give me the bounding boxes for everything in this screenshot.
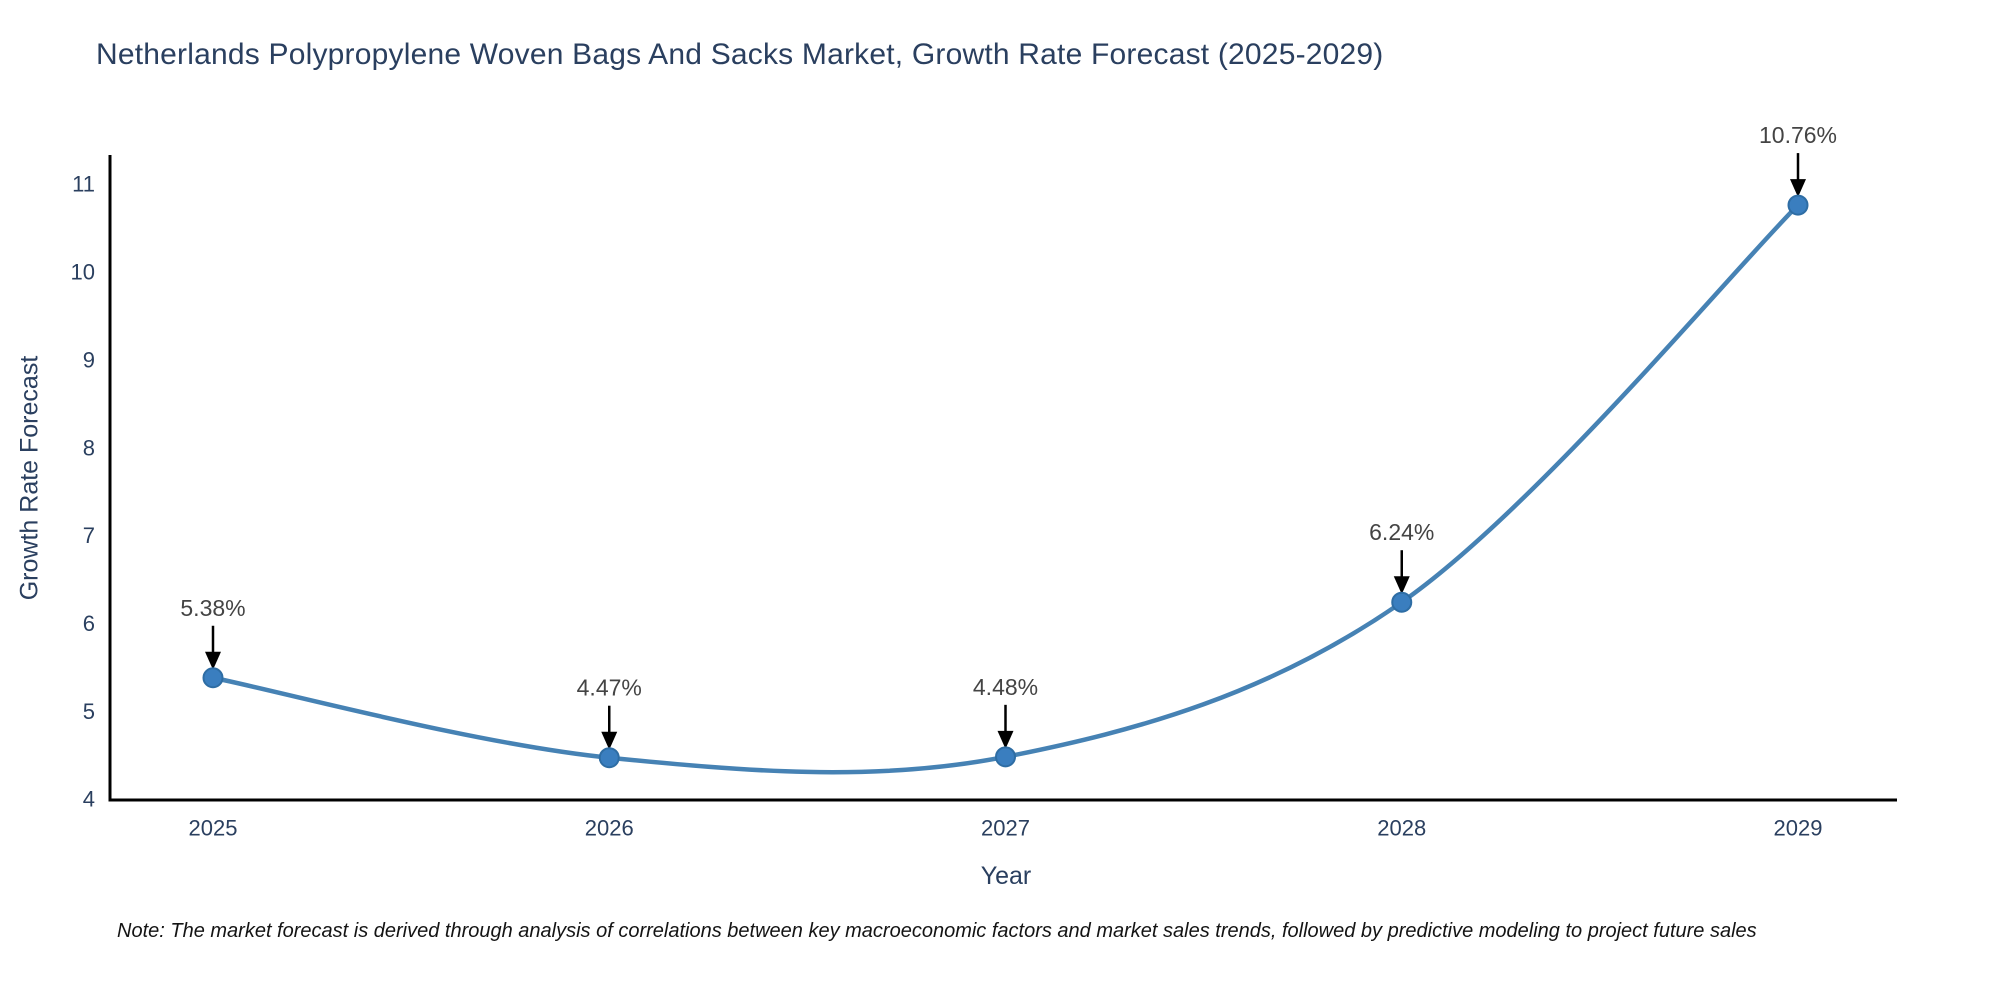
annotation-arrowhead — [1393, 576, 1410, 595]
data-point[interactable] — [995, 746, 1016, 768]
footnote: Note: The market forecast is derived thr… — [117, 920, 1757, 942]
annotation-arrowhead — [601, 731, 618, 750]
annotation-arrowhead — [997, 730, 1014, 749]
data-point[interactable] — [1391, 591, 1413, 613]
y-tick-label: 11 — [72, 172, 95, 197]
y-tick-label: 4 — [83, 787, 95, 812]
data-point[interactable] — [202, 667, 224, 689]
x-tick-label: 2026 — [585, 816, 634, 841]
trend-line — [210, 202, 1801, 775]
y-tick-label: 6 — [83, 611, 95, 636]
annotation-arrowhead — [1790, 179, 1806, 198]
chart-title: Netherlands Polypropylene Woven Bags And… — [96, 38, 1384, 71]
y-tick-label: 7 — [83, 523, 95, 548]
x-tick-label: 2029 — [1774, 816, 1823, 841]
data-point-label: 5.38% — [180, 595, 245, 621]
y-axis-title: Growth Rate Forecast — [15, 355, 44, 601]
x-tick-label: 2028 — [1377, 816, 1426, 841]
data-point-label: 6.24% — [1369, 519, 1434, 545]
x-axis-title: Year — [980, 862, 1032, 890]
data-point[interactable] — [1787, 194, 1809, 216]
y-tick-label: 10 — [71, 260, 95, 285]
data-point-label: 10.76% — [1759, 122, 1837, 148]
data-point-label: 4.47% — [577, 675, 642, 701]
data-point-label: 4.48% — [973, 674, 1038, 700]
y-tick-label: 5 — [83, 699, 95, 724]
x-tick-label: 2025 — [189, 816, 238, 841]
y-tick-label: 8 — [83, 435, 95, 460]
y-tick-label: 9 — [83, 347, 95, 372]
annotation-arrowhead — [205, 651, 221, 670]
x-tick-label: 2027 — [981, 816, 1030, 841]
data-point[interactable] — [598, 747, 620, 769]
